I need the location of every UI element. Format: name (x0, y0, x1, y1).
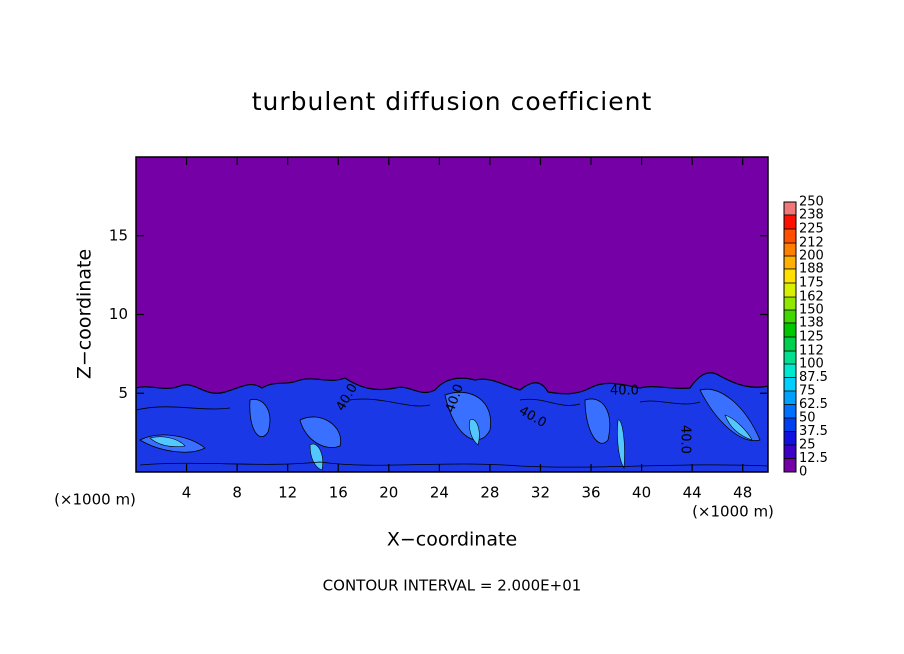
colorbar-bin (784, 377, 796, 391)
colorbar-bin (784, 256, 796, 269)
colorbar-label: 238 (799, 207, 824, 222)
colorbar-bin (784, 431, 796, 445)
colorbar-bin (784, 418, 796, 432)
x-tick-label: 40 (632, 484, 651, 502)
colorbar-bin (784, 214, 796, 229)
chart-title: turbulent diffusion coefficient (252, 87, 653, 116)
x-tick-label: 48 (733, 484, 752, 502)
colorbar-bin (784, 297, 796, 310)
colorbar-bin (784, 322, 796, 337)
colorbar-bin (784, 445, 796, 459)
colorbar-bin (784, 229, 796, 244)
field-patch (139, 388, 761, 453)
colorbar-label: 75 (799, 384, 816, 399)
x-tick-label: 20 (379, 484, 398, 502)
contour-label: 40.0 (610, 384, 639, 399)
colorbar-bin (784, 391, 796, 405)
x-tick-label: 12 (278, 484, 297, 502)
colorbar-label: 225 (799, 222, 824, 237)
colorbar-label: 250 (799, 195, 824, 210)
contour-line (136, 398, 768, 468)
colorbar-bin (784, 458, 796, 472)
colorbar-bin (784, 337, 796, 352)
colorbar-label: 200 (799, 249, 824, 264)
colorbar-label: 12.5 (799, 451, 828, 466)
x-tick-label: 32 (531, 484, 550, 502)
x-tick-label: 24 (430, 484, 449, 502)
x-unit-label: (×1000 m) (692, 503, 774, 521)
x-tick-label: 36 (581, 484, 600, 502)
colorbar-bin (784, 351, 796, 364)
colorbar-label: 62.5 (799, 397, 828, 412)
colorbar-label: 37.5 (799, 424, 828, 439)
x-tick-label: 28 (480, 484, 499, 502)
colorbar-label: 125 (799, 330, 824, 345)
colorbar-label: 25 (799, 438, 816, 453)
colorbar-label: 50 (799, 411, 816, 426)
footnote: CONTOUR INTERVAL = 2.000E+01 (323, 577, 582, 595)
colorbar-label: 188 (799, 261, 824, 276)
y-tick-label: 10 (109, 305, 128, 323)
x-axis-label: X−coordinate (387, 529, 517, 551)
y-tick-label: 5 (118, 384, 128, 402)
colorbar-bin (784, 404, 796, 418)
colorbar-label: 212 (799, 236, 824, 251)
y-tick-label: 15 (109, 226, 128, 244)
colorbar-bin (784, 283, 796, 298)
contour-label: 40.0 (678, 425, 693, 454)
colorbar-bin (784, 310, 796, 323)
colorbar-bin (784, 243, 796, 256)
colorbar-label: 162 (799, 290, 824, 305)
colorbar-bin (784, 202, 796, 215)
field (136, 157, 768, 472)
y-axis-label: Z−coordinate (74, 249, 96, 379)
colorbar-bin (784, 364, 796, 378)
colorbar-label: 112 (799, 344, 824, 359)
turbulent-layer (136, 372, 768, 472)
colorbar-label: 175 (799, 276, 824, 291)
colorbar-label: 87.5 (799, 370, 828, 385)
colorbar-label: 100 (799, 357, 824, 372)
x-tick-label: 4 (182, 484, 192, 502)
colorbar-label: 138 (799, 315, 824, 330)
x-tick-label: 8 (232, 484, 242, 502)
colorbar-bin (784, 268, 796, 283)
colorbar-label: 0 (799, 465, 807, 480)
x-unit-label: (×1000 m) (54, 491, 136, 509)
field-patch (149, 414, 753, 471)
x-tick-label: 44 (683, 484, 702, 502)
colorbar-label: 150 (799, 303, 824, 318)
x-tick-label: 16 (329, 484, 348, 502)
